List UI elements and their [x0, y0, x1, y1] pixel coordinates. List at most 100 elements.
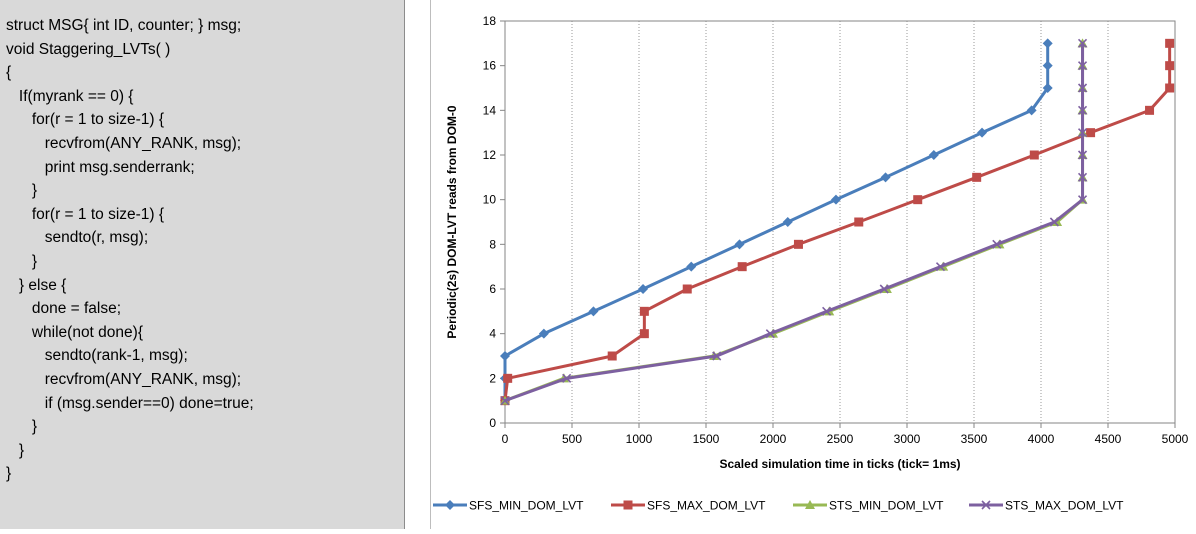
y-axis-label: Periodic(2s) DOM-LVT reads from DOM-0: [445, 105, 459, 338]
data-point: [822, 306, 832, 316]
data-point: [503, 373, 513, 383]
legend-marker: [445, 500, 455, 510]
data-point: [682, 284, 692, 294]
x-tick-label: 3000: [894, 432, 921, 446]
data-point: [562, 373, 572, 383]
y-tick-label: 18: [483, 14, 497, 28]
data-point: [1077, 128, 1088, 138]
x-tick-label: 4500: [1095, 432, 1122, 446]
y-tick-label: 6: [489, 282, 496, 296]
data-point: [765, 329, 775, 339]
code-line: if (msg.sender==0) done=true;: [6, 394, 254, 412]
data-point: [737, 262, 747, 272]
code-line: recvfrom(ANY_RANK, msg);: [6, 370, 242, 388]
legend-marker: [981, 500, 991, 510]
data-point: [1165, 83, 1175, 93]
data-point: [734, 239, 745, 250]
line-chart: 0 500 1000 1500 2000 2500 3000 3500 4000 4500 5000…: [433, 14, 1189, 513]
x-tick-label: 1000: [626, 432, 653, 446]
data-point: [639, 329, 649, 339]
code-line: {: [6, 64, 12, 82]
data-point: [712, 351, 722, 361]
code-line: }: [6, 418, 38, 436]
data-point: [793, 239, 803, 249]
series-sfs-max-dom-lvt: [500, 38, 1175, 406]
data-point: [1077, 195, 1088, 205]
code-line: recvfrom(ANY_RANK, msg);: [6, 134, 242, 152]
y-tick-label: 12: [483, 148, 497, 162]
legend-item: SFS_MIN_DOM_LVT: [433, 499, 584, 513]
series-line: [504, 43, 1085, 403]
data-point: [928, 150, 939, 160]
code-line: void Staggering_LVTs( ): [6, 40, 171, 58]
code-line: struct MSG{ int ID, counter; } msg;: [6, 17, 242, 34]
series-sts-min-dom-lvt: [500, 38, 1088, 405]
data-point: [1077, 105, 1088, 115]
x-tick-label: 3500: [961, 432, 988, 446]
series-sfs-min-dom-lvt: [500, 38, 1053, 406]
code-line: while(not done){: [6, 323, 143, 341]
y-tick-label: 2: [489, 371, 496, 385]
data-point: [1026, 105, 1037, 116]
legend-item: STS_MIN_DOM_LVT: [793, 499, 944, 513]
y-tick-label: 0: [489, 416, 496, 430]
x-tick-label: 1500: [693, 432, 720, 446]
data-point: [879, 284, 889, 294]
data-point: [1165, 61, 1175, 71]
legend-label: STS_MIN_DOM_LVT: [829, 499, 944, 513]
chart-gridlines: [571, 21, 1109, 423]
data-point: [638, 284, 649, 294]
code-line: for(r = 1 to size-1) {: [6, 205, 165, 223]
x-tick-label: 5000: [1162, 432, 1189, 446]
code-line: sendto(rank-1, msg);: [6, 347, 188, 365]
code-line: sendto(r, msg);: [6, 229, 149, 247]
data-point: [639, 306, 649, 316]
data-point: [1145, 105, 1155, 115]
data-point: [1042, 38, 1053, 49]
code-line: }: [6, 252, 38, 270]
series-line: [503, 43, 1050, 401]
legend-label: SFS_MAX_DOM_LVT: [647, 499, 766, 513]
series-sts-max-dom-lvt: [500, 38, 1088, 406]
data-point: [782, 217, 793, 227]
data-point: [538, 328, 549, 339]
legend-label: SFS_MIN_DOM_LVT: [469, 499, 584, 513]
data-point: [1077, 172, 1088, 182]
data-point: [607, 351, 617, 361]
data-point: [992, 239, 1002, 249]
x-tick-label: 2000: [760, 432, 787, 446]
x-tick-label: 500: [562, 432, 582, 446]
data-point: [1077, 38, 1088, 48]
y-tick-label: 4: [489, 327, 496, 341]
code-listing-panel: struct MSG{ int ID, counter; } msg; void …: [0, 0, 405, 529]
data-point: [500, 351, 510, 361]
data-point: [977, 127, 988, 138]
chart-series: [500, 38, 1175, 406]
y-tick-label: 16: [483, 59, 497, 73]
legend-marker: [623, 500, 633, 510]
data-point: [1049, 217, 1059, 227]
data-point: [1077, 61, 1088, 71]
y-tick-label: 14: [483, 103, 497, 117]
data-point: [1029, 150, 1039, 160]
data-point: [830, 194, 841, 205]
y-tick-label: 8: [489, 237, 496, 251]
data-point: [913, 195, 923, 205]
y-tick-label: 10: [483, 193, 497, 207]
code-line: }: [6, 182, 38, 200]
series-line: [503, 43, 1172, 401]
data-point: [1042, 60, 1053, 71]
data-point: [854, 217, 864, 227]
chart-axes: 0 500 1000 1500 2000 2500 3000 3500 4000 4500 5000…: [445, 14, 1189, 471]
data-point: [588, 306, 599, 317]
data-point: [1086, 128, 1096, 138]
code-line: If(myrank == 0) {: [6, 87, 134, 105]
x-tick-label: 2500: [827, 432, 854, 446]
code-line: }: [6, 441, 25, 459]
data-point: [972, 172, 982, 182]
legend-marker: [805, 500, 815, 509]
line-chart-panel: 0 500 1000 1500 2000 2500 3000 3500 4000 4500 5000…: [430, 0, 1196, 529]
code-line: print msg.senderrank;: [6, 158, 195, 176]
legend-item: SFS_MAX_DOM_LVT: [611, 499, 766, 513]
code-line: }: [6, 465, 12, 483]
